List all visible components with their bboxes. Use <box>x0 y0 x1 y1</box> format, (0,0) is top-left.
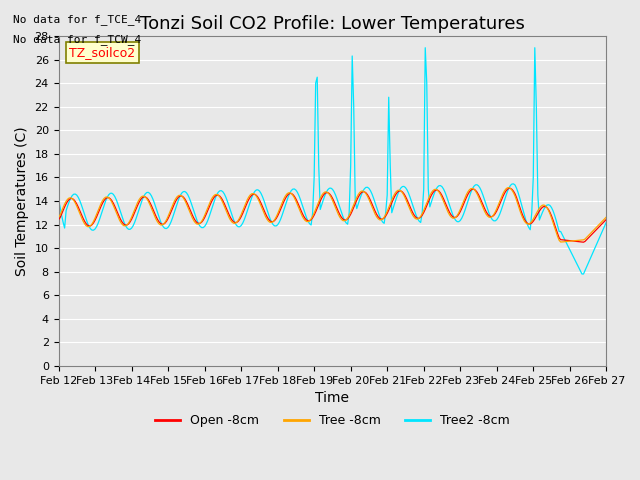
Text: No data for f_TCE_4: No data for f_TCE_4 <box>13 14 141 25</box>
Y-axis label: Soil Temperatures (C): Soil Temperatures (C) <box>15 126 29 276</box>
Legend: Open -8cm, Tree -8cm, Tree2 -8cm: Open -8cm, Tree -8cm, Tree2 -8cm <box>150 409 515 432</box>
Title: Tonzi Soil CO2 Profile: Lower Temperatures: Tonzi Soil CO2 Profile: Lower Temperatur… <box>140 15 525 33</box>
Text: TZ_soilco2: TZ_soilco2 <box>70 46 136 59</box>
Text: No data for f_TCW_4: No data for f_TCW_4 <box>13 34 141 45</box>
X-axis label: Time: Time <box>316 391 349 405</box>
